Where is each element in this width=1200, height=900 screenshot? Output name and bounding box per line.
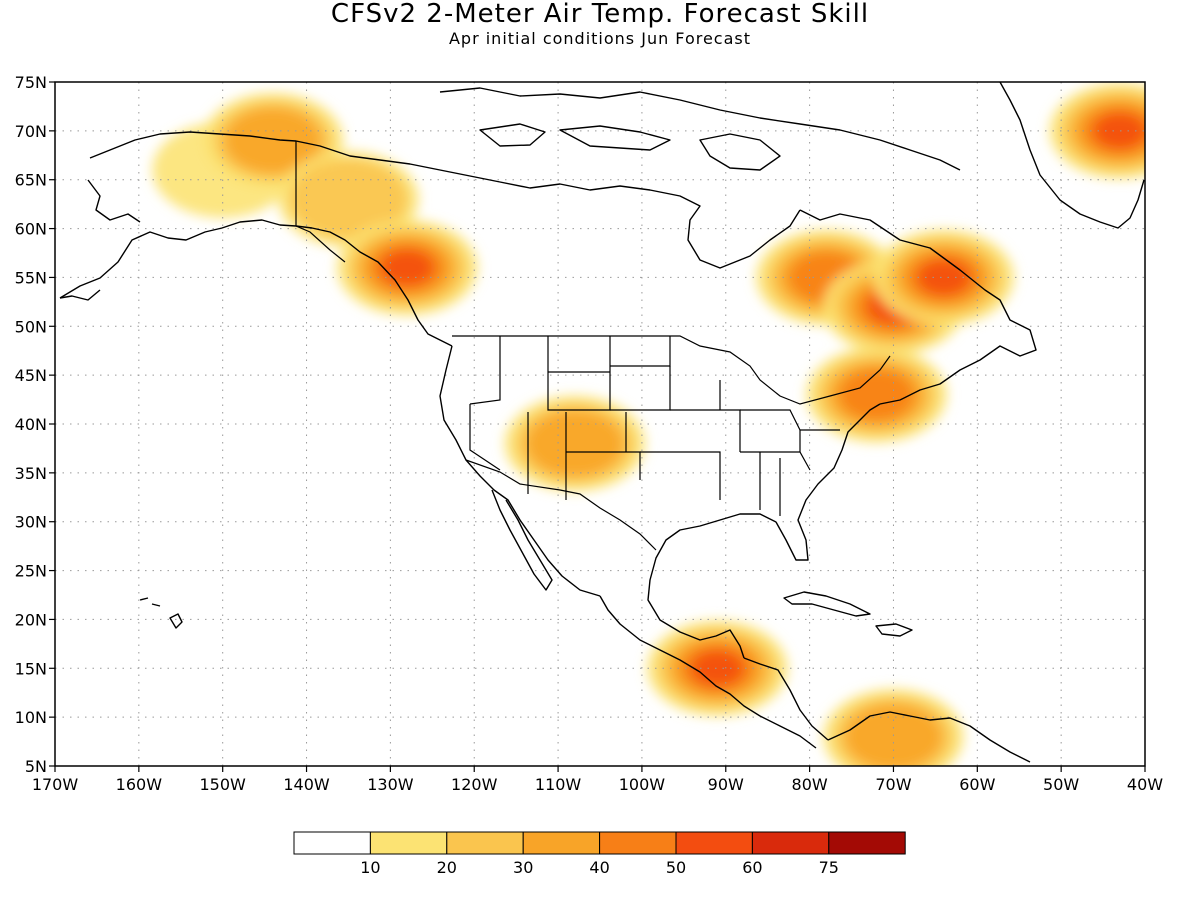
lat-tick-label: 55N	[15, 268, 47, 287]
colorbar-label: 10	[360, 858, 380, 877]
colorbar-swatch	[369, 831, 448, 855]
map-subtitle: Apr initial conditions Jun Forecast	[448, 29, 752, 48]
colorbar-label: 30	[513, 858, 533, 877]
skill-region-core	[691, 650, 744, 687]
latitude-tick-labels: 75N 70N 65N 60N 55N 50N 45N 40N 35N 30N 25N 20N 15N 1…	[15, 73, 55, 776]
skill-region-core	[1093, 113, 1145, 149]
lon-tick-label: 170W	[32, 775, 79, 794]
skill-region-core	[224, 107, 322, 174]
lat-tick-label: 50N	[15, 317, 47, 336]
skill-shading	[152, 82, 1145, 766]
skill-region-core	[289, 158, 408, 240]
lon-tick-label: 120W	[451, 775, 498, 794]
grid-lines	[55, 82, 1145, 766]
colorbar-swatch	[751, 831, 830, 855]
longitude-tick-labels: 170W 160W 150W 140W 130W 120W 110W 100W 90W 80W 70…	[32, 766, 1163, 794]
lon-tick-label: 60W	[959, 775, 995, 794]
lat-tick-label: 35N	[15, 464, 47, 483]
map-title: CFSv2 2-Meter Air Temp. Forecast Skill	[330, 0, 870, 29]
lat-tick-label: 75N	[15, 73, 47, 92]
lat-tick-label: 45N	[15, 366, 47, 385]
lon-tick-label: 150W	[200, 775, 247, 794]
lon-tick-label: 100W	[619, 775, 666, 794]
colorbar-swatch	[675, 831, 753, 855]
skill-region-core	[380, 249, 434, 286]
lon-tick-label: 110W	[535, 775, 582, 794]
lat-tick-label: 25N	[15, 562, 47, 581]
coastlines	[59, 82, 1145, 763]
lat-tick-label: 30N	[15, 513, 47, 532]
lat-tick-label: 20N	[15, 610, 47, 629]
lon-tick-label: 130W	[367, 775, 414, 794]
skill-region-core	[526, 410, 624, 477]
lon-tick-label: 90W	[708, 775, 744, 794]
colorbar-label: 50	[666, 858, 686, 877]
colorbar-label: 75	[819, 858, 839, 877]
skill-blobs	[152, 82, 1145, 766]
lat-tick-label: 70N	[15, 122, 47, 141]
skill-region-core	[839, 369, 914, 420]
lat-tick-label: 5N	[25, 757, 47, 776]
colorbar-swatch	[446, 831, 524, 855]
colorbar-swatch	[828, 831, 906, 855]
colorbar-label: 40	[589, 858, 609, 877]
lon-tick-label: 160W	[116, 775, 163, 794]
lat-tick-label: 65N	[15, 171, 47, 190]
colorbar-swatch	[293, 831, 371, 855]
lat-tick-label: 15N	[15, 659, 47, 678]
colorbar-label: 20	[437, 858, 457, 877]
lon-tick-label: 80W	[792, 775, 828, 794]
lat-tick-label: 10N	[15, 708, 47, 727]
lon-tick-label: 70W	[875, 775, 911, 794]
colorbar-label: 60	[742, 858, 762, 877]
lon-tick-label: 40W	[1127, 775, 1163, 794]
lat-tick-label: 60N	[15, 220, 47, 239]
political-borders	[295, 141, 891, 551]
lon-tick-label: 50W	[1043, 775, 1079, 794]
lon-tick-label: 140W	[283, 775, 330, 794]
colorbar-swatch	[522, 831, 601, 855]
colorbar-legend: 10 20 30 40 50 60 75	[293, 831, 906, 877]
colorbar-swatch	[599, 831, 677, 855]
skill-region-core	[845, 703, 942, 766]
lat-tick-label: 40N	[15, 415, 47, 434]
